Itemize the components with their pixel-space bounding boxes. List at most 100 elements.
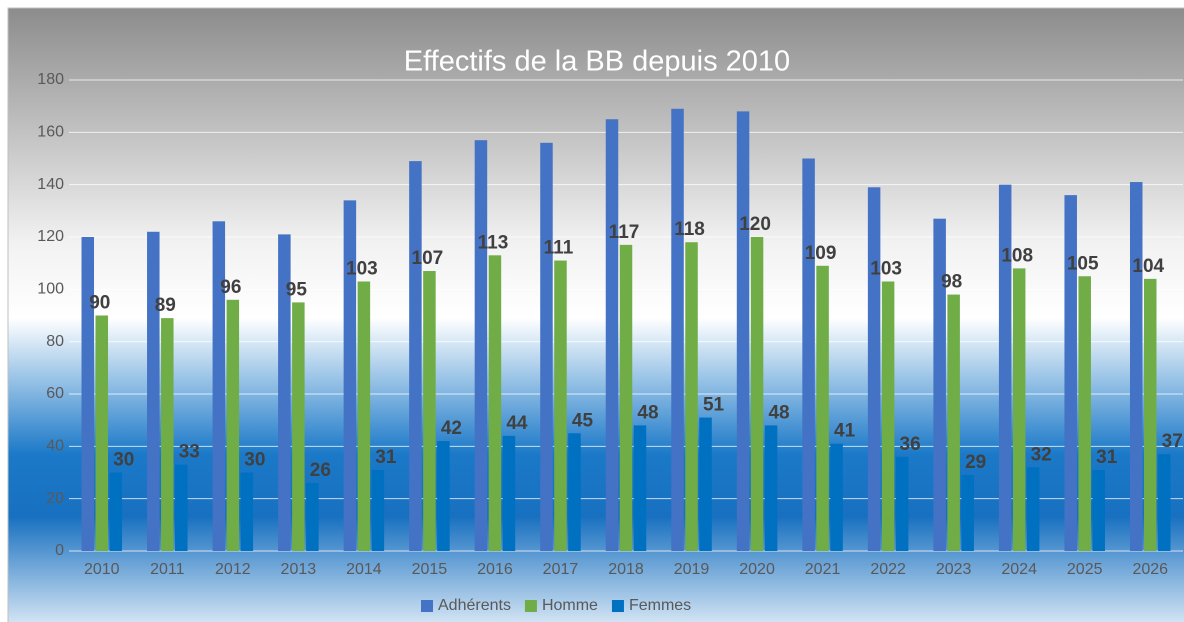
bar	[502, 435, 516, 551]
bar	[357, 281, 371, 551]
data-label: 89	[155, 295, 176, 316]
data-label: 95	[286, 279, 308, 300]
data-label: 36	[900, 434, 921, 455]
bar	[1092, 469, 1105, 551]
legend-swatch	[611, 600, 624, 612]
legend-swatch	[524, 600, 537, 612]
bar	[1078, 276, 1091, 551]
bar	[540, 142, 553, 552]
bar	[1143, 278, 1157, 551]
bar	[685, 242, 698, 551]
bar	[1129, 182, 1143, 552]
data-label: 96	[220, 277, 241, 298]
bar	[867, 187, 881, 552]
bar	[619, 244, 633, 551]
x-tick-label: 2011	[150, 561, 185, 578]
x-tick-label: 2026	[1132, 561, 1168, 578]
data-label: 120	[739, 214, 771, 235]
data-label: 48	[637, 402, 658, 423]
data-label: 32	[1031, 444, 1052, 465]
x-tick-label: 2021	[805, 561, 841, 578]
bar	[371, 469, 385, 551]
data-label: 30	[244, 450, 265, 471]
x-tick-label: 2014	[346, 561, 382, 578]
bar	[895, 456, 909, 551]
bar	[306, 482, 319, 551]
x-tick-label: 2012	[215, 561, 251, 578]
data-label: 48	[768, 402, 789, 423]
bar	[1012, 268, 1026, 551]
bar	[1064, 195, 1077, 551]
data-label: 31	[375, 447, 397, 468]
chart-title: Effectifs de la BB depuis 2010	[404, 46, 790, 78]
bar	[292, 302, 305, 551]
x-tick-label: 2013	[281, 561, 317, 578]
y-tick-label: 40	[46, 438, 64, 455]
bar	[750, 237, 764, 551]
bar	[437, 441, 450, 551]
bar	[343, 200, 357, 551]
bar	[933, 218, 946, 551]
bar	[1157, 454, 1171, 551]
bar	[95, 315, 109, 551]
y-tick-label: 140	[37, 176, 64, 193]
bar	[830, 443, 843, 551]
x-tick-label: 2022	[870, 561, 906, 578]
bar	[423, 271, 436, 551]
bar	[81, 237, 95, 551]
bar	[240, 472, 254, 551]
data-label: 31	[1096, 447, 1118, 468]
x-tick-label: 2017	[543, 561, 579, 578]
data-label: 29	[965, 452, 986, 473]
x-tick-label: 2018	[608, 561, 644, 578]
data-label: 111	[544, 238, 574, 259]
data-label: 108	[1001, 245, 1033, 266]
x-tick-label: 2025	[1067, 561, 1103, 578]
bar	[212, 221, 226, 552]
bar	[802, 158, 815, 551]
y-tick-label: 60	[46, 385, 64, 402]
data-label: 105	[1067, 253, 1099, 274]
bar	[109, 472, 123, 551]
chart-background	[7, 7, 1184, 622]
bar	[881, 281, 895, 551]
bar	[147, 231, 160, 551]
data-label: 44	[506, 413, 528, 434]
bar	[961, 475, 974, 551]
data-label: 103	[870, 258, 902, 279]
bar	[633, 425, 647, 551]
y-tick-label: 100	[37, 281, 64, 298]
x-tick-label: 2016	[477, 561, 513, 578]
data-label: 41	[834, 421, 856, 442]
bar	[671, 108, 684, 552]
data-label: 45	[572, 410, 594, 431]
bar	[736, 111, 750, 552]
data-label: 103	[346, 258, 378, 279]
bar	[568, 433, 581, 551]
data-label: 118	[674, 219, 705, 240]
data-label: 33	[179, 442, 200, 463]
data-label: 117	[609, 222, 640, 243]
y-tick-label: 80	[46, 333, 64, 350]
y-tick-label: 0	[55, 542, 64, 559]
bar	[278, 234, 291, 551]
data-label: 26	[310, 460, 331, 481]
data-label: 30	[113, 450, 134, 471]
x-tick-label: 2020	[739, 561, 775, 578]
legend-label: Homme	[542, 597, 598, 614]
bar	[605, 119, 619, 551]
x-tick-label: 2019	[674, 561, 710, 578]
bar	[409, 161, 422, 551]
data-label: 37	[1162, 431, 1183, 452]
bar	[1026, 467, 1040, 551]
x-tick-label: 2015	[412, 561, 448, 578]
y-tick-label: 160	[37, 124, 64, 141]
bar	[554, 260, 567, 551]
bar	[816, 265, 829, 551]
bar	[947, 294, 960, 551]
x-tick-label: 2023	[936, 561, 972, 578]
data-label: 104	[1132, 256, 1164, 277]
bar	[175, 464, 188, 551]
data-label: 113	[478, 232, 509, 253]
